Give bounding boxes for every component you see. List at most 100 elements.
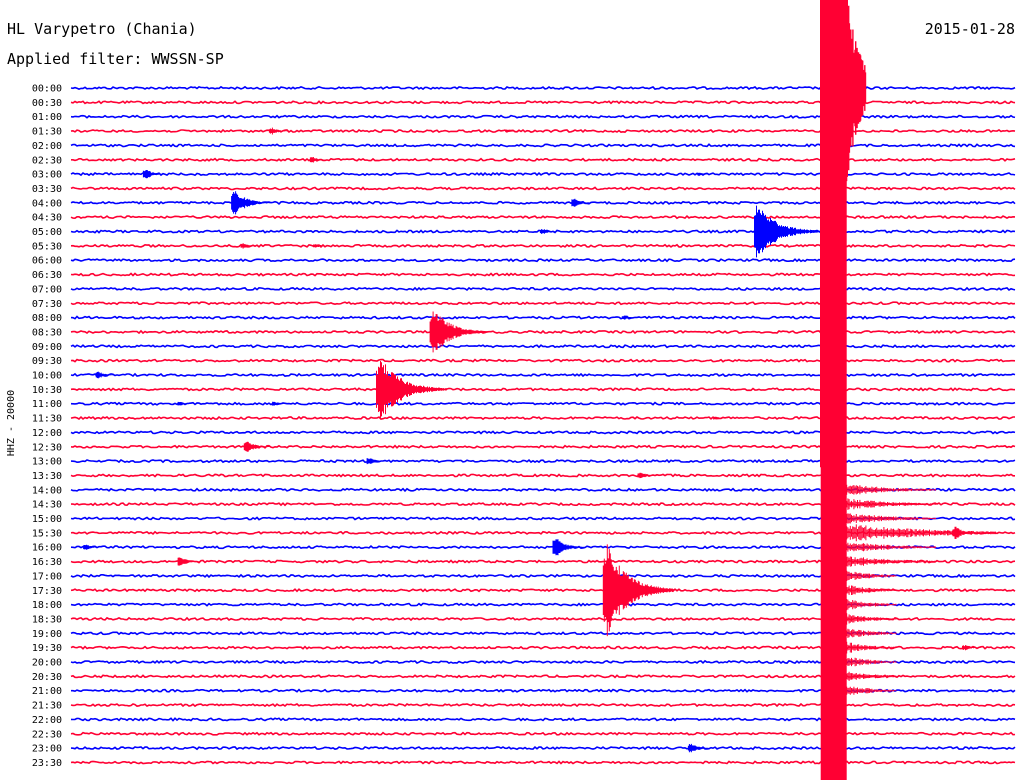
time-tick-label: 03:30 xyxy=(32,184,62,195)
time-tick-label: 20:30 xyxy=(32,672,62,683)
time-tick-label: 12:00 xyxy=(32,428,62,439)
time-tick-label: 08:00 xyxy=(32,313,62,324)
record-date: 2015-01-28 xyxy=(924,20,1015,38)
trace-line xyxy=(70,214,1016,220)
seismic-event xyxy=(637,472,658,479)
time-tick-label: 14:00 xyxy=(32,485,62,496)
event-group xyxy=(83,0,996,780)
trace-line xyxy=(70,344,1016,349)
time-tick-label: 20:00 xyxy=(32,658,62,669)
time-tick-label: 17:30 xyxy=(32,586,62,597)
trace-line xyxy=(70,186,1016,191)
trace-line xyxy=(70,731,1016,736)
time-tick-label: 11:00 xyxy=(32,399,62,410)
trace-line xyxy=(70,401,1016,406)
time-tick-label: 23:30 xyxy=(32,758,62,769)
trace-line xyxy=(70,415,1015,421)
trace-line xyxy=(71,157,1016,162)
time-tick-label: 05:00 xyxy=(32,227,62,238)
seismic-event xyxy=(602,544,674,637)
time-tick-label: 19:30 xyxy=(32,643,62,654)
time-tick-label: 19:00 xyxy=(32,629,62,640)
time-tick-label: 15:00 xyxy=(32,514,62,525)
seismic-event xyxy=(231,191,271,215)
seismic-event xyxy=(268,127,289,135)
time-tick-label: 02:00 xyxy=(32,141,62,152)
seismic-event xyxy=(962,645,981,651)
time-tick-label: 07:00 xyxy=(32,284,62,295)
seismic-event xyxy=(309,157,329,163)
trace-line xyxy=(70,459,1016,464)
seismic-event xyxy=(376,361,447,418)
time-tick-label: 06:30 xyxy=(32,270,62,281)
time-tick-label: 05:30 xyxy=(32,241,62,252)
trace-line xyxy=(70,430,1016,435)
time-tick-label: 02:30 xyxy=(32,155,62,166)
seismic-event xyxy=(539,229,559,234)
time-tick-label: 00:00 xyxy=(32,84,62,95)
trace-line xyxy=(70,473,1015,478)
trace-line xyxy=(70,258,1016,263)
seismic-event xyxy=(177,401,195,406)
seismic-event xyxy=(142,170,166,179)
time-tick-label: 21:30 xyxy=(32,701,62,712)
time-tick-label: 07:30 xyxy=(32,299,62,310)
time-tick-label: 22:30 xyxy=(32,729,62,740)
trace-line xyxy=(70,286,1016,292)
trace-line xyxy=(70,315,1016,320)
trace-line xyxy=(70,114,1016,119)
seismic-event xyxy=(952,526,980,539)
time-tick-label: 04:30 xyxy=(32,213,62,224)
time-axis: 00:00 00:30 01:00 01:30 02:00 02:30 03:00 03:30… xyxy=(32,84,62,769)
time-tick-label: 10:30 xyxy=(32,385,62,396)
time-tick-label: 16:00 xyxy=(32,543,62,554)
trace-line xyxy=(70,387,1016,392)
time-tick-label: 18:00 xyxy=(32,600,62,611)
trace-line xyxy=(70,358,1016,363)
seismic-event xyxy=(697,172,713,176)
time-tick-label: 12:30 xyxy=(32,442,62,453)
seismic-event xyxy=(366,458,387,465)
y-axis-label: HHZ - 20000 xyxy=(6,390,17,456)
seismic-event xyxy=(243,441,271,452)
trace-line xyxy=(70,143,1016,148)
time-tick-label: 10:00 xyxy=(32,371,62,382)
seismic-event xyxy=(713,416,729,420)
station-title: HL Varypetro (Chania) xyxy=(7,20,197,38)
trace-line xyxy=(70,301,1016,306)
time-tick-label: 15:30 xyxy=(32,528,62,539)
time-tick-label: 22:00 xyxy=(32,715,62,726)
seismic-event xyxy=(83,544,103,550)
time-tick-label: 03:00 xyxy=(32,170,62,181)
time-tick-label: 04:00 xyxy=(32,198,62,209)
time-tick-label: 23:00 xyxy=(32,744,62,755)
time-tick-label: 17:00 xyxy=(32,571,62,582)
seismic-event xyxy=(95,371,116,379)
trace-line xyxy=(70,329,1016,335)
trace-line xyxy=(70,85,1016,91)
time-tick-label: 01:30 xyxy=(32,127,62,138)
trace-line xyxy=(70,760,1016,765)
time-tick-label: 14:30 xyxy=(32,500,62,511)
seismic-event xyxy=(552,539,586,556)
applied-filter-label: Applied filter: WWSSN-SP xyxy=(7,50,224,68)
large-event-coda xyxy=(846,484,996,695)
time-tick-label: 01:00 xyxy=(32,112,62,123)
time-tick-label: 00:30 xyxy=(32,98,62,109)
time-tick-label: 13:30 xyxy=(32,471,62,482)
time-tick-label: 21:00 xyxy=(32,686,62,697)
seismic-event xyxy=(571,198,594,207)
seismic-event xyxy=(429,311,489,353)
trace-line xyxy=(70,100,1016,105)
large-event-core xyxy=(820,0,847,780)
time-tick-label: 18:30 xyxy=(32,614,62,625)
seismic-event xyxy=(505,129,521,133)
seismic-event xyxy=(621,315,639,320)
trace-line xyxy=(70,702,1016,708)
seismic-event xyxy=(240,243,260,249)
trace-line xyxy=(70,746,1016,751)
seismic-event xyxy=(177,557,201,566)
time-tick-label: 16:30 xyxy=(32,557,62,568)
trace-line xyxy=(70,243,1016,248)
